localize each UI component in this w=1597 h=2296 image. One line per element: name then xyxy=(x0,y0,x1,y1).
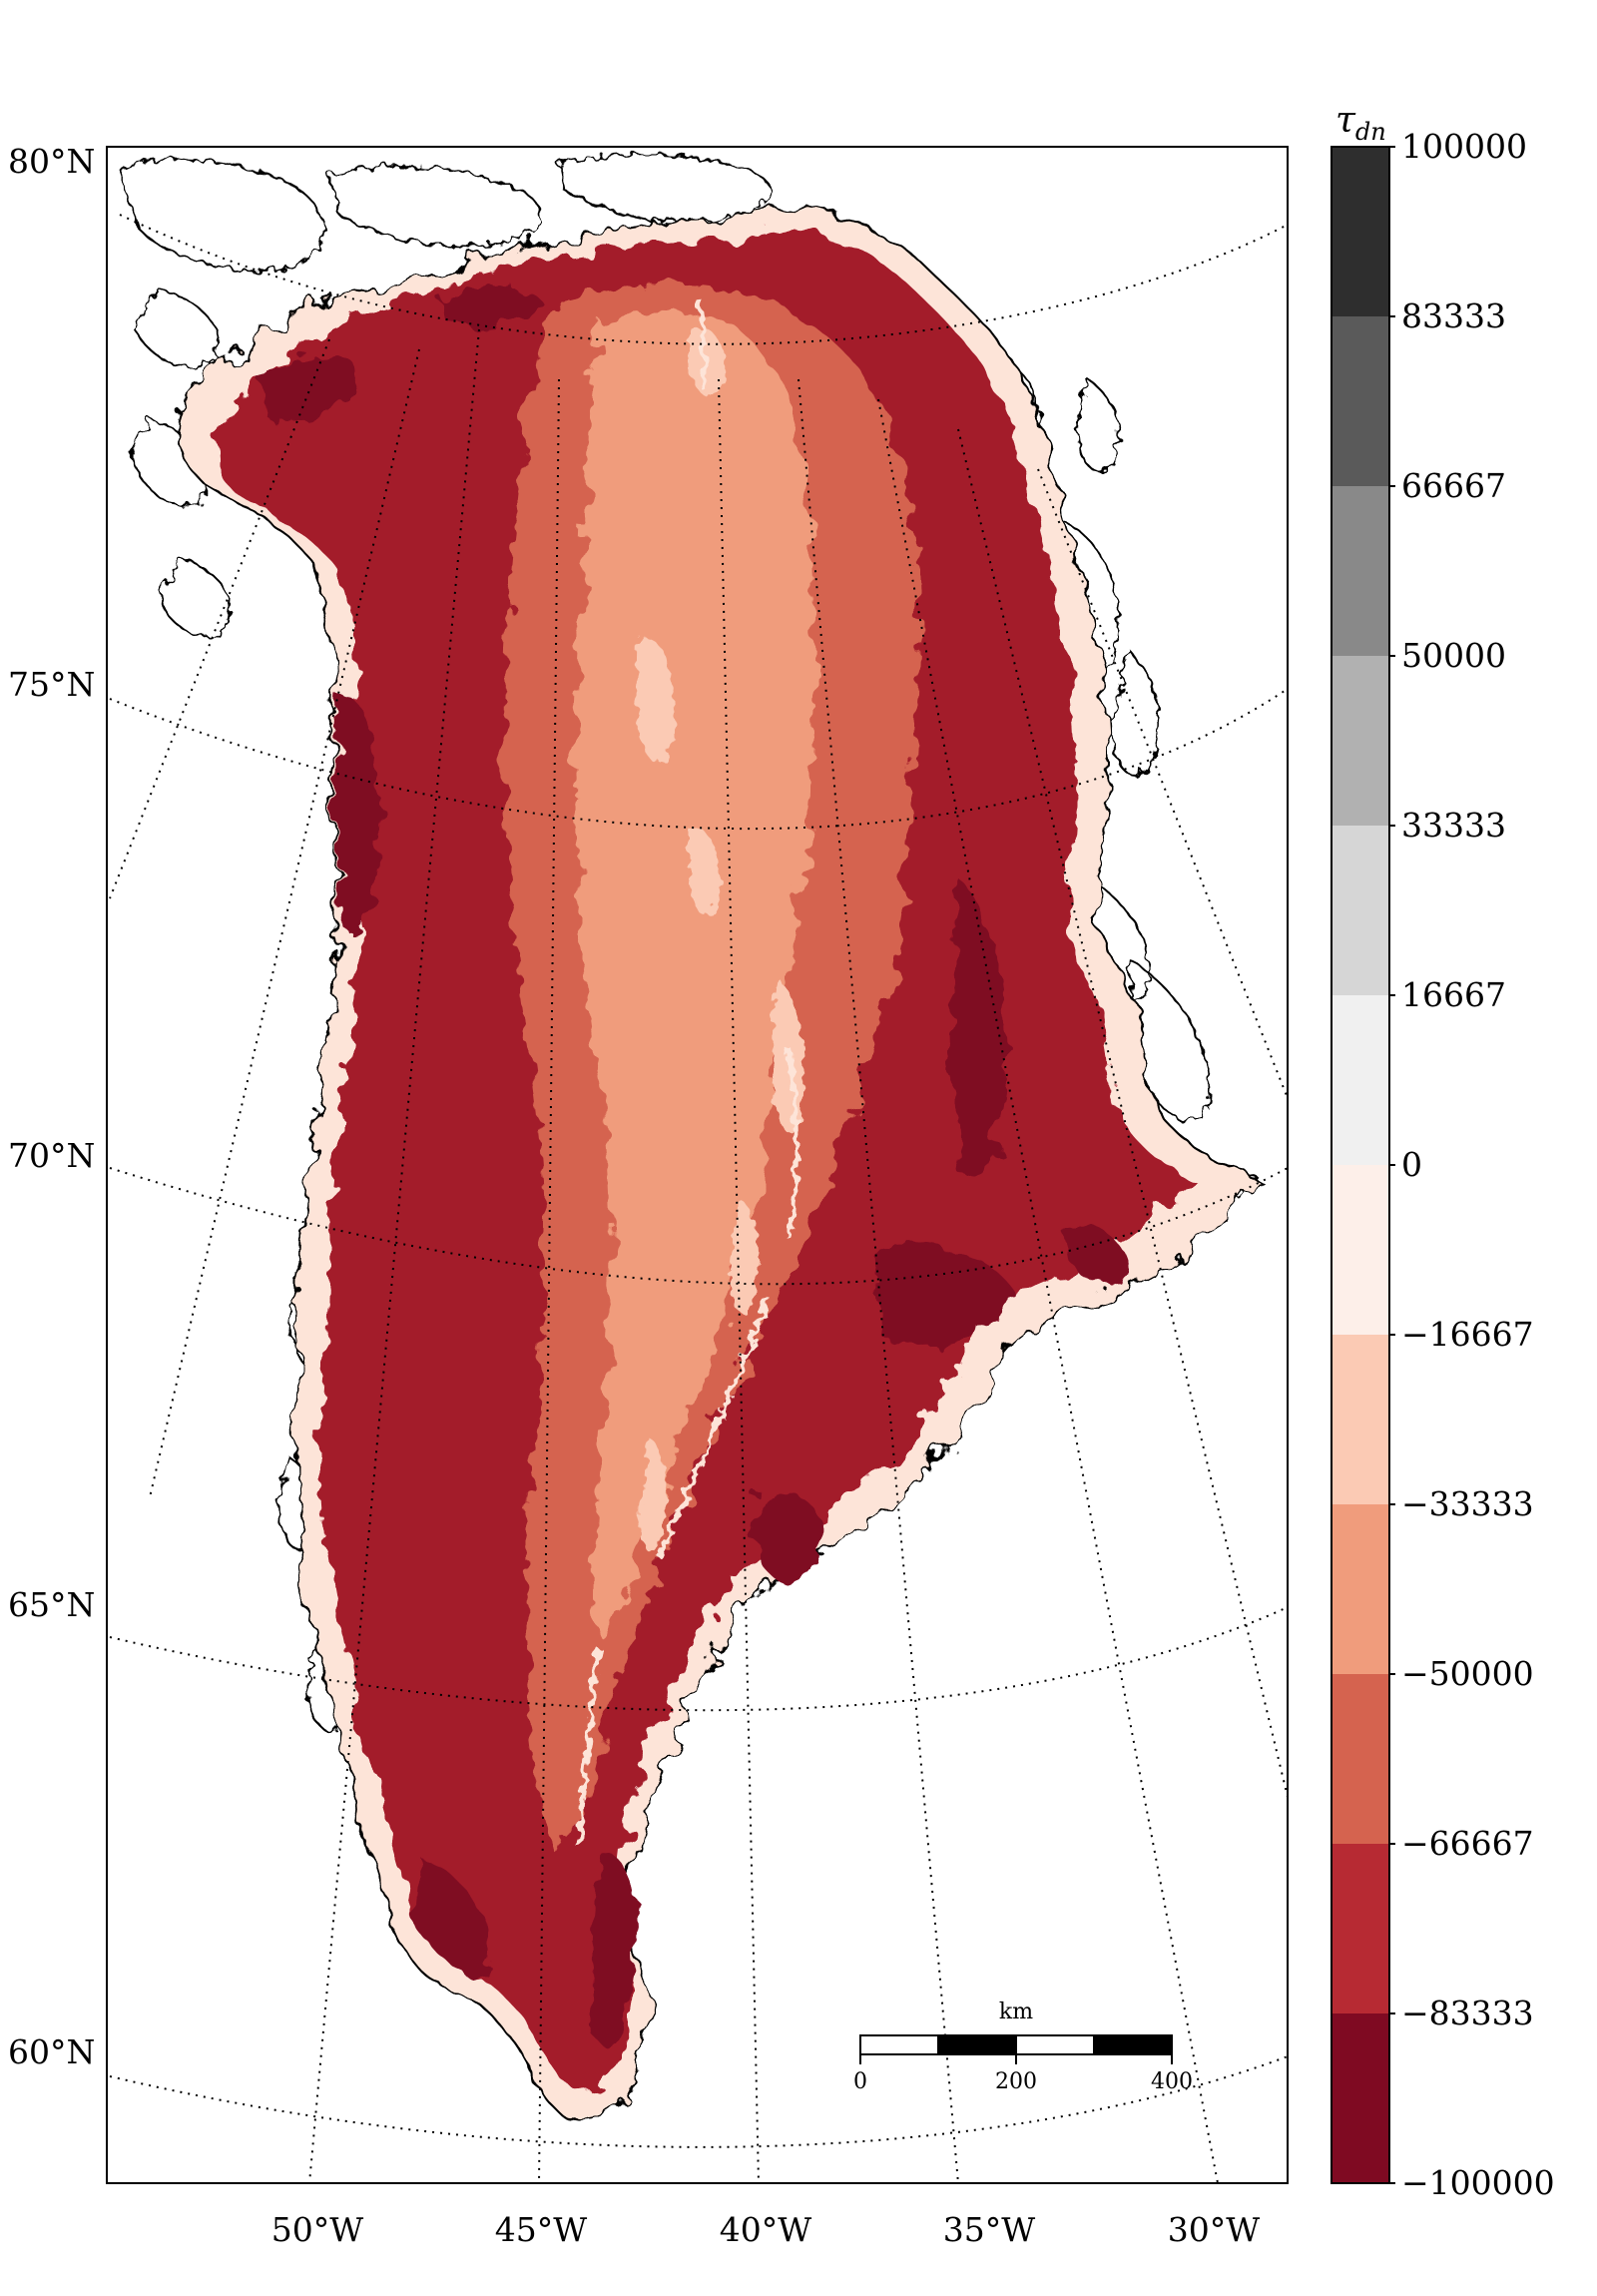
colorbar-tick-label: 33333 xyxy=(1401,806,1506,845)
colorbar-swatch xyxy=(1331,1335,1389,1505)
scale-bar-seg-1 xyxy=(859,2034,939,2055)
ice-sheet-darkest xyxy=(260,285,1130,2042)
colorbar-swatch xyxy=(1331,1674,1389,1845)
lat-label-60: 60°N xyxy=(8,2032,95,2071)
colorbar-tick-label: −100000 xyxy=(1401,2163,1555,2202)
colorbar-tick-label: −16667 xyxy=(1401,1315,1534,1354)
colorbar-tick-label: 0 xyxy=(1401,1145,1422,1184)
colorbar-title: τdn xyxy=(1335,100,1386,146)
scale-bar-seg-3 xyxy=(1015,2034,1095,2055)
colorbar-tick-label: 16667 xyxy=(1401,975,1506,1014)
colorbar-swatch xyxy=(1331,2013,1389,2184)
map-frame xyxy=(106,146,1289,2184)
colorbar-tick-label: −83333 xyxy=(1401,1994,1534,2032)
lon-label-35: 35°W xyxy=(943,2210,1035,2249)
ice-divide-zone xyxy=(574,312,817,1639)
lon-label-45: 45°W xyxy=(495,2210,587,2249)
colorbar-swatch xyxy=(1331,656,1389,827)
scale-bar-seg-4 xyxy=(1093,2034,1173,2055)
lat-label-70: 70°N xyxy=(8,1136,95,1175)
lon-label-40: 40°W xyxy=(720,2210,811,2249)
scale-bar: km 0 200 400 xyxy=(853,2000,1193,2094)
colorbar-tick-label: 83333 xyxy=(1401,296,1506,335)
colorbar-swatches xyxy=(1331,147,1389,2184)
colorbar-swatch xyxy=(1331,1165,1389,1336)
lat-label-75: 75°N xyxy=(8,665,95,704)
colorbar-tick-label: 50000 xyxy=(1401,636,1506,675)
colorbar-tick-label: −66667 xyxy=(1401,1824,1534,1863)
colorbar-swatch xyxy=(1331,1504,1389,1675)
longitude-labels: 50°W 45°W 40°W 35°W 30°W xyxy=(271,2210,1260,2249)
scale-bar-unit: km xyxy=(999,2000,1033,2024)
graticule xyxy=(109,214,1288,2183)
colorbar: τdn 100000 83333 66667 50000 33333 16667 0 −166… xyxy=(1331,100,1555,2202)
colorbar-swatch xyxy=(1331,316,1389,487)
colorbar-swatch xyxy=(1331,486,1389,657)
lon-label-30: 30°W xyxy=(1168,2210,1260,2249)
latitude-labels: 80°N 75°N 70°N 65°N 60°N xyxy=(8,142,95,2071)
colorbar-swatch xyxy=(1331,826,1389,996)
scale-bar-seg-2 xyxy=(937,2034,1017,2055)
ice-ridges xyxy=(576,298,798,1848)
scale-bar-label-0: 0 xyxy=(853,2069,867,2094)
colorbar-tick-label: −50000 xyxy=(1401,1654,1534,1693)
colorbar-swatch xyxy=(1331,995,1389,1166)
lon-label-50: 50°W xyxy=(271,2210,363,2249)
colorbar-tick-label: 100000 xyxy=(1401,127,1527,166)
colorbar-tick-label: 66667 xyxy=(1401,466,1506,505)
colorbar-swatch xyxy=(1331,1844,1389,2014)
scale-bar-label-400: 400 xyxy=(1151,2069,1193,2094)
colorbar-swatch xyxy=(1331,147,1389,317)
scale-bar-label-200: 200 xyxy=(995,2069,1037,2094)
colorbar-tick-label: −33333 xyxy=(1401,1484,1534,1523)
colorbar-tick-labels: 100000 83333 66667 50000 33333 16667 0 −16667 −3… xyxy=(1389,127,1555,2202)
lat-label-65: 65°N xyxy=(8,1585,95,1624)
lat-label-80: 80°N xyxy=(8,142,95,181)
